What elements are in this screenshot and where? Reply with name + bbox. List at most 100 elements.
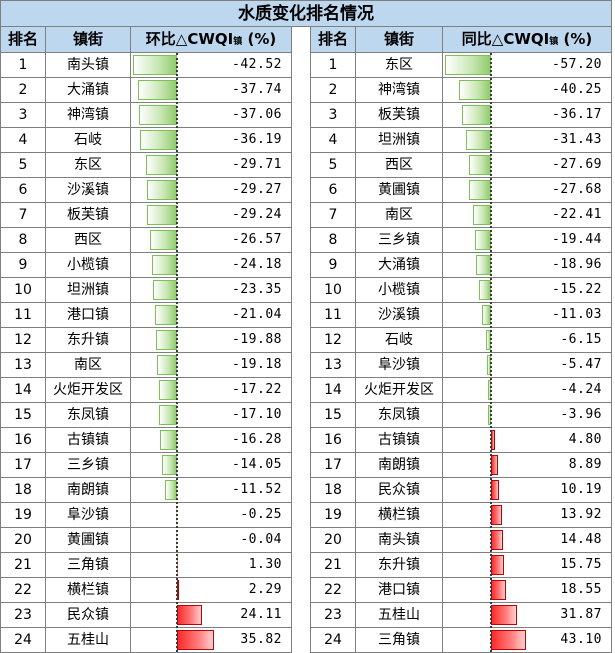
right-value-label: -27.68: [552, 182, 602, 197]
left-value-cell: [131, 478, 292, 503]
left-rank-cell: 12: [0, 328, 46, 353]
left-town-cell: 五桂山: [46, 628, 131, 653]
left-value-cell: [131, 603, 292, 628]
left-value-label: -29.71: [232, 157, 282, 172]
sheet-title: 水质变化排名情况: [0, 0, 612, 27]
right-value-label: 31.87: [560, 607, 602, 622]
right-value-label: 4.80: [568, 432, 602, 447]
right-rank-cell: 12: [310, 328, 356, 353]
right-town-cell: 南朗镇: [356, 453, 443, 478]
left-header-metric-unit: (%): [247, 30, 277, 48]
right-rank-cell: 18: [310, 478, 356, 503]
right-rank-cell: 7: [310, 203, 356, 228]
right-value-label: -18.96: [552, 257, 602, 272]
left-value-cell: [131, 328, 292, 353]
right-value-label: -40.25: [552, 82, 602, 97]
right-value-label: -22.41: [552, 207, 602, 222]
right-value-label: 14.48: [560, 532, 602, 547]
left-town-cell: 大涌镇: [46, 78, 131, 103]
left-rank-cell: 19: [0, 503, 46, 528]
right-rank-cell: 4: [310, 128, 356, 153]
left-header-metric: 环比△CWQI镇 (%): [131, 27, 292, 53]
left-value-cell: [131, 53, 292, 78]
left-value-label: 35.82: [240, 632, 282, 647]
right-town-cell: 小榄镇: [356, 278, 443, 303]
right-data-bar: [468, 155, 491, 175]
right-value-cell: [443, 478, 612, 503]
right-value-cell: [443, 278, 612, 303]
left-value-cell: [131, 303, 292, 328]
left-value-label: -19.88: [232, 332, 282, 347]
right-town-cell: 火炬开发区: [356, 378, 443, 403]
right-data-bar: [461, 105, 491, 125]
left-town-cell: 沙溪镇: [46, 178, 131, 203]
right-header-metric-label: 同比△CWQI: [461, 30, 550, 48]
left-town-cell: 西区: [46, 228, 131, 253]
left-rank-cell: 5: [0, 153, 46, 178]
right-rank-cell: 2: [310, 78, 356, 103]
right-town-cell: 神湾镇: [356, 78, 443, 103]
right-value-cell: [443, 403, 612, 428]
left-header-metric-label: 环比△CWQI: [145, 30, 234, 48]
right-value-label: -57.20: [552, 57, 602, 72]
left-value-cell: [131, 128, 292, 153]
left-value-cell: [131, 553, 292, 578]
right-town-cell: 西区: [356, 153, 443, 178]
right-data-bar: [475, 230, 491, 250]
left-value-label: -19.18: [232, 357, 282, 372]
left-rank-cell: 18: [0, 478, 46, 503]
right-value-cell: [443, 503, 612, 528]
right-value-label: -11.03: [552, 307, 602, 322]
left-value-label: -14.05: [232, 457, 282, 472]
right-zero-axis: [490, 53, 492, 652]
left-value-cell: [131, 153, 292, 178]
right-rank-cell: 13: [310, 353, 356, 378]
right-data-bar: [475, 255, 491, 275]
left-value-cell: [131, 278, 292, 303]
right-town-cell: 东区: [356, 53, 443, 78]
right-data-bar: [468, 180, 491, 200]
left-value-cell: [131, 578, 292, 603]
left-value-label: -17.10: [232, 407, 282, 422]
right-town-cell: 南头镇: [356, 528, 443, 553]
right-value-cell: [443, 553, 612, 578]
left-rank-cell: 1: [0, 53, 46, 78]
right-value-label: -5.47: [560, 357, 602, 372]
right-town-cell: 板芙镇: [356, 103, 443, 128]
right-town-cell: 黄圃镇: [356, 178, 443, 203]
right-value-label: -19.44: [552, 232, 602, 247]
right-data-bar: [472, 205, 491, 225]
right-value-cell: [443, 153, 612, 178]
right-value-cell: [443, 303, 612, 328]
right-rank-cell: 24: [310, 628, 356, 653]
right-header-rank: 排名: [310, 27, 356, 53]
right-value-label: 18.55: [560, 582, 602, 597]
left-town-cell: 民众镇: [46, 603, 131, 628]
left-value-label: -26.57: [232, 232, 282, 247]
right-value-cell: [443, 328, 612, 353]
left-value-label: -21.04: [232, 307, 282, 322]
left-value-cell: [131, 253, 292, 278]
right-value-cell: [443, 603, 612, 628]
right-value-label: -3.96: [560, 407, 602, 422]
right-value-label: 43.10: [560, 632, 602, 647]
left-value-label: -29.24: [232, 207, 282, 222]
right-town-cell: 五桂山: [356, 603, 443, 628]
left-rank-cell: 15: [0, 403, 46, 428]
left-town-cell: 阜沙镇: [46, 503, 131, 528]
right-value-cell: [443, 578, 612, 603]
left-value-cell: [131, 503, 292, 528]
left-value-cell: [131, 453, 292, 478]
left-value-label: 1.30: [248, 557, 282, 572]
right-value-cell: [443, 103, 612, 128]
right-rank-cell: 20: [310, 528, 356, 553]
left-town-cell: 古镇镇: [46, 428, 131, 453]
right-value-label: 8.89: [568, 457, 602, 472]
left-value-label: -37.06: [232, 107, 282, 122]
left-rank-cell: 2: [0, 78, 46, 103]
left-town-cell: 东区: [46, 153, 131, 178]
right-town-cell: 港口镇: [356, 578, 443, 603]
left-value-label: -23.35: [232, 282, 282, 297]
right-value-label: -36.17: [552, 107, 602, 122]
